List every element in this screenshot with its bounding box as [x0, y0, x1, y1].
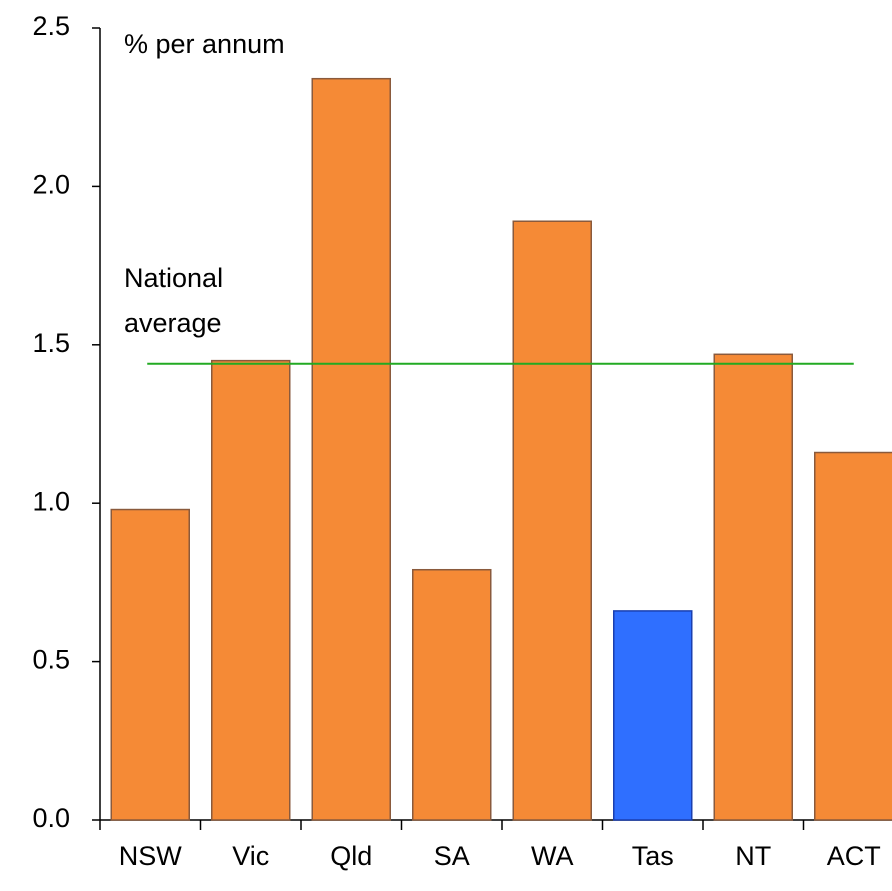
y-tick-label: 2.5	[32, 11, 70, 41]
bar	[713, 353, 793, 821]
x-tick-label: WA	[531, 841, 574, 871]
x-tick-label: Tas	[632, 841, 674, 871]
y-axis-label: % per annum	[124, 29, 285, 59]
bar	[311, 77, 391, 821]
x-tick-label: ACT	[827, 841, 881, 871]
x-tick-label: NT	[735, 841, 771, 871]
y-tick-label: 1.5	[32, 328, 70, 358]
bar	[211, 359, 291, 821]
bar	[613, 610, 693, 821]
x-tick-label: SA	[434, 841, 470, 871]
y-tick-label: 2.0	[32, 170, 70, 200]
x-tick-label: Qld	[330, 841, 372, 871]
bar	[412, 568, 492, 821]
reference-label: National	[124, 263, 223, 293]
y-tick-label: 0.0	[32, 803, 70, 833]
bar	[814, 451, 892, 821]
x-tick-label: Vic	[232, 841, 269, 871]
bar	[512, 220, 592, 821]
reference-label: average	[124, 308, 222, 338]
y-tick-label: 0.5	[32, 645, 70, 675]
x-tick-label: NSW	[119, 841, 183, 871]
bar	[110, 508, 190, 821]
y-tick-label: 1.0	[32, 486, 70, 516]
